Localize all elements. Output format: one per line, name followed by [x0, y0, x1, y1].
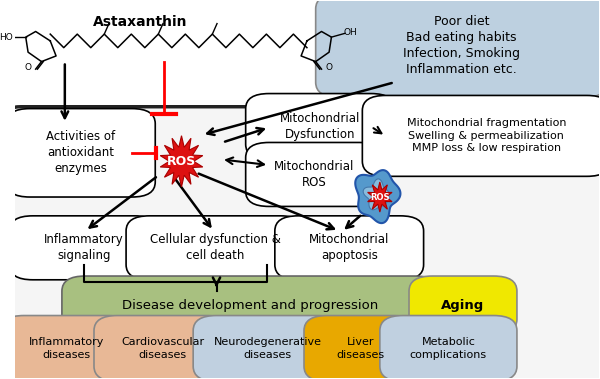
Text: Disease development and progression: Disease development and progression	[122, 299, 378, 312]
Text: Metabolic
complications: Metabolic complications	[410, 337, 487, 360]
Polygon shape	[355, 170, 400, 223]
FancyBboxPatch shape	[362, 96, 600, 176]
FancyBboxPatch shape	[62, 276, 438, 334]
Text: HO: HO	[0, 33, 13, 42]
Text: Mitochondrial
apoptosis: Mitochondrial apoptosis	[309, 233, 389, 262]
FancyBboxPatch shape	[126, 216, 304, 280]
Text: Neurodegenerative
diseases: Neurodegenerative diseases	[214, 337, 322, 360]
Polygon shape	[368, 182, 392, 212]
FancyBboxPatch shape	[1, 316, 132, 379]
Text: ROS: ROS	[167, 155, 196, 168]
Text: Astaxanthin: Astaxanthin	[94, 15, 188, 29]
FancyBboxPatch shape	[245, 143, 383, 207]
Text: Inflammatory
diseases: Inflammatory diseases	[29, 337, 104, 360]
Text: ROS: ROS	[370, 193, 389, 202]
FancyBboxPatch shape	[7, 109, 155, 197]
Polygon shape	[160, 136, 203, 187]
FancyBboxPatch shape	[245, 94, 394, 160]
FancyBboxPatch shape	[94, 316, 231, 379]
Text: Mitochondrial fragmentation
Swelling & permeabilization
MMP loss & low respirati: Mitochondrial fragmentation Swelling & p…	[407, 119, 566, 153]
Text: Poor diet
Bad eating habits
Infection, Smoking
Inflammation etc.: Poor diet Bad eating habits Infection, S…	[403, 15, 520, 76]
Text: Cellular dysfunction &
cell death: Cellular dysfunction & cell death	[149, 233, 280, 262]
Polygon shape	[363, 179, 389, 210]
Text: Mitochondrial
Dysfunction: Mitochondrial Dysfunction	[280, 112, 360, 141]
Text: OH: OH	[344, 28, 358, 37]
Text: Mitochondrial
ROS: Mitochondrial ROS	[274, 160, 355, 189]
FancyBboxPatch shape	[275, 216, 424, 280]
FancyBboxPatch shape	[304, 316, 418, 379]
FancyBboxPatch shape	[380, 316, 517, 379]
Text: O: O	[326, 63, 332, 72]
FancyBboxPatch shape	[4, 107, 600, 379]
FancyBboxPatch shape	[193, 316, 342, 379]
Text: O: O	[25, 63, 32, 72]
Text: Inflammatory
signaling: Inflammatory signaling	[44, 233, 124, 262]
Text: Liver
diseases: Liver diseases	[337, 337, 385, 360]
FancyBboxPatch shape	[316, 0, 600, 97]
Text: Aging: Aging	[442, 299, 485, 312]
Text: Cardiovascular
diseases: Cardiovascular diseases	[121, 337, 204, 360]
Text: Activities of
antioxidant
enzymes: Activities of antioxidant enzymes	[46, 130, 115, 175]
FancyBboxPatch shape	[10, 216, 158, 280]
FancyBboxPatch shape	[409, 276, 517, 334]
